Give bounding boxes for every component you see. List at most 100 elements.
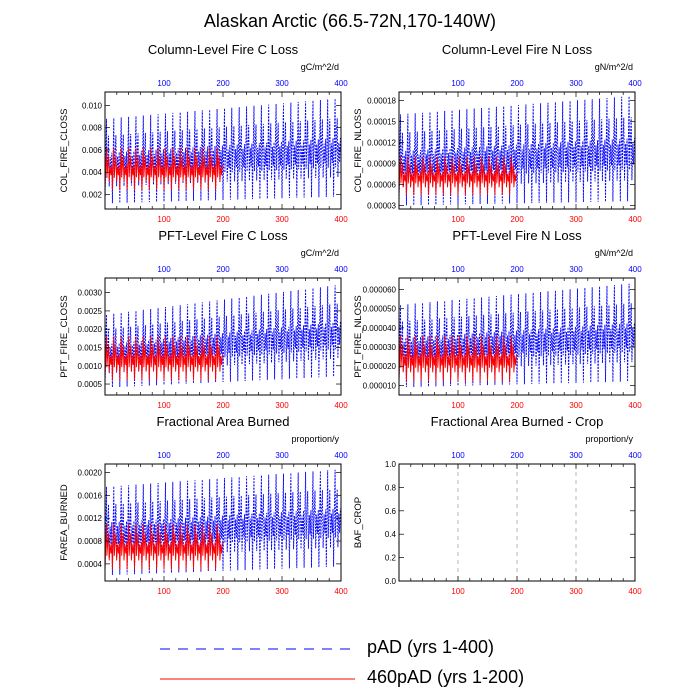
y-tick-label: 0.8 [385, 483, 397, 492]
x-tick-label-bottom: 200 [510, 215, 524, 224]
y-tick-label: 0.6 [385, 507, 397, 516]
x-tick-label-bottom: 400 [628, 215, 642, 224]
x-tick-label-top: 400 [334, 79, 348, 88]
y-axis-label: COL_FIRE_NLOSS [353, 109, 364, 193]
legend [160, 648, 355, 680]
x-tick-label-bottom: 400 [628, 587, 642, 596]
x-tick-label-top: 300 [569, 265, 583, 274]
chart-panel: Fractional Area Burned - Crop proportion/… [353, 414, 642, 596]
y-axis-label: BAF_CROP [353, 497, 364, 548]
x-tick-label-top: 100 [451, 79, 465, 88]
y-tick-label: 0.00009 [367, 159, 396, 168]
panels: Column-Level Fire C Loss gC/m^2/d 100 200 30… [59, 42, 642, 596]
y-tick-label: 0.0016 [78, 491, 103, 500]
y-tick-label: 0.2 [385, 554, 397, 563]
y-tick-label: 0.000030 [363, 343, 397, 352]
x-tick-label-bottom: 100 [157, 401, 171, 410]
x-tick-label-top: 400 [628, 265, 642, 274]
legend-label-pad: pAD (yrs 1-400) [367, 637, 495, 657]
x-tick-label-top: 200 [510, 265, 524, 274]
x-tick-label-top: 100 [451, 265, 465, 274]
chart-title: Column-Level Fire C Loss [148, 42, 299, 57]
units-label: gC/m^2/d [301, 248, 339, 258]
x-tick-label-top: 400 [334, 265, 348, 274]
y-tick-label: 1.0 [385, 460, 397, 469]
x-tick-label-bottom: 200 [216, 587, 230, 596]
x-tick-label-bottom: 200 [216, 215, 230, 224]
x-tick-label-top: 200 [216, 265, 230, 274]
chart-title: Fractional Area Burned [157, 414, 290, 429]
y-tick-label: 0.00012 [367, 138, 396, 147]
y-tick-label: 0.000010 [363, 381, 397, 390]
x-tick-label-top: 200 [510, 79, 524, 88]
x-tick-label-bottom: 400 [334, 215, 348, 224]
x-tick-label-bottom: 300 [569, 401, 583, 410]
x-tick-label-top: 300 [569, 79, 583, 88]
series-line-pad [398, 283, 635, 388]
x-tick-label-bottom: 300 [275, 587, 289, 596]
series-line-pad [104, 98, 341, 204]
y-tick-label: 0.4 [385, 530, 397, 539]
y-tick-label: 0.0020 [78, 469, 103, 478]
x-tick-label-top: 400 [628, 79, 642, 88]
x-tick-label-top: 400 [334, 451, 348, 460]
y-tick-label: 0.002 [82, 191, 103, 200]
y-tick-label: 0.0015 [78, 343, 103, 352]
y-axis-label: COL_FIRE_CLOSS [59, 109, 70, 193]
y-tick-label: 0.0 [385, 577, 397, 586]
chart-title: Column-Level Fire N Loss [442, 42, 593, 57]
chart-title: PFT-Level Fire C Loss [158, 228, 288, 243]
x-tick-label-bottom: 200 [216, 401, 230, 410]
y-tick-label: 0.0020 [78, 325, 103, 334]
y-tick-label: 0.00015 [367, 117, 396, 126]
series-line-460pad [104, 336, 223, 381]
x-tick-label-bottom: 400 [334, 587, 348, 596]
x-tick-label-top: 100 [157, 79, 171, 88]
y-tick-label: 0.000040 [363, 324, 397, 333]
chart-title: Fractional Area Burned - Crop [431, 414, 604, 429]
x-tick-label-bottom: 100 [451, 215, 465, 224]
x-tick-label-bottom: 100 [451, 401, 465, 410]
x-tick-label-bottom: 100 [451, 587, 465, 596]
x-tick-label-bottom: 400 [334, 401, 348, 410]
y-tick-label: 0.0005 [78, 380, 103, 389]
series-line-pad [104, 469, 341, 576]
x-tick-label-top: 200 [216, 79, 230, 88]
y-tick-label: 0.0010 [78, 362, 103, 371]
x-tick-label-top: 100 [157, 451, 171, 460]
y-tick-label: 0.0012 [78, 514, 103, 523]
y-tick-label: 0.00018 [367, 96, 396, 105]
y-tick-label: 0.000020 [363, 362, 397, 371]
x-tick-label-top: 100 [451, 451, 465, 460]
series-line-460pad [398, 156, 517, 196]
units-label: proportion/y [585, 434, 633, 444]
chart-title: PFT-Level Fire N Loss [452, 228, 582, 243]
series-line-pad [104, 285, 341, 388]
x-tick-label-bottom: 300 [569, 215, 583, 224]
x-tick-label-top: 300 [275, 451, 289, 460]
y-axis-label: PFT_FIRE_CLOSS [59, 295, 70, 377]
y-tick-label: 0.010 [82, 101, 103, 110]
series-line-460pad [104, 147, 223, 191]
y-tick-label: 0.008 [82, 124, 103, 133]
x-tick-label-top: 300 [569, 451, 583, 460]
x-tick-label-top: 300 [275, 265, 289, 274]
y-tick-label: 0.0030 [78, 289, 103, 298]
y-tick-label: 0.000050 [363, 305, 397, 314]
legend-label-460pad: 460pAD (yrs 1-200) [367, 667, 525, 687]
y-tick-label: 0.00006 [367, 180, 396, 189]
x-tick-label-top: 200 [510, 451, 524, 460]
x-tick-label-bottom: 300 [569, 587, 583, 596]
x-tick-label-bottom: 100 [157, 587, 171, 596]
x-tick-label-bottom: 300 [275, 401, 289, 410]
y-tick-label: 0.00003 [367, 201, 396, 210]
x-tick-label-bottom: 200 [510, 401, 524, 410]
units-label: gN/m^2/d [595, 62, 633, 72]
y-axis-label: PFT_FIRE_NLOSS [353, 295, 364, 377]
x-tick-label-bottom: 100 [157, 215, 171, 224]
y-tick-label: 0.0004 [78, 560, 103, 569]
